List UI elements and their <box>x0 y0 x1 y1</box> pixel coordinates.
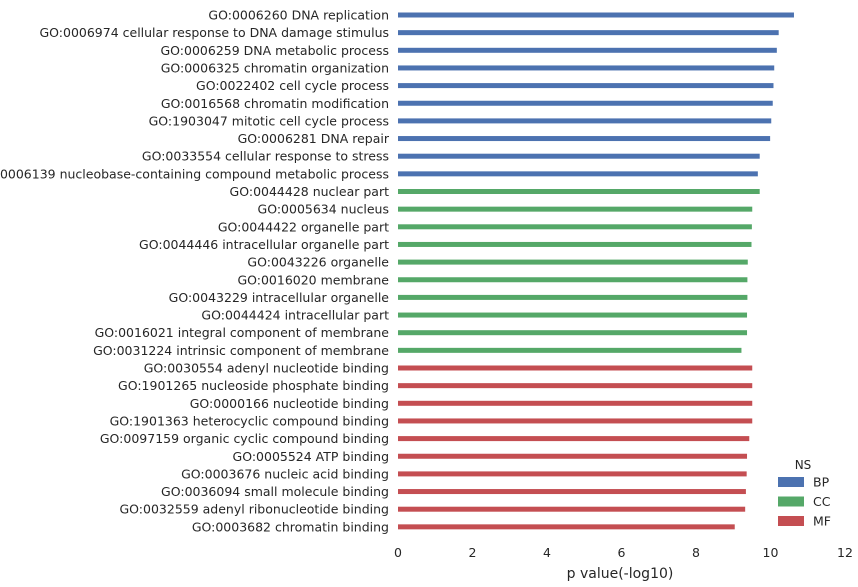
category-label: GO:0006325 chromatin organization <box>161 60 389 75</box>
category-label: GO:1901265 nucleoside phosphate binding <box>118 378 389 393</box>
bar-mf <box>398 471 747 477</box>
bar-cc <box>398 330 748 336</box>
bar-cc <box>398 312 748 318</box>
category-labels-group: GO:0006260 DNA replication GO:0006974 cel… <box>0 8 390 535</box>
x-axis-label: p value(-log10) <box>567 566 674 582</box>
category-label: GO:0030554 adenyl nucleotide binding <box>144 361 389 376</box>
x-tick-label: 2 <box>469 545 477 560</box>
category-label: GO:0006260 DNA replication <box>208 8 389 23</box>
x-tick-label: 8 <box>692 545 700 560</box>
bar-cc <box>398 206 753 212</box>
category-label: GO:0032559 adenyl ribonucleotide binding <box>119 502 389 517</box>
legend-swatch-bp <box>778 477 804 487</box>
bar-bp <box>398 118 772 124</box>
legend-label-bp: BP <box>813 475 830 490</box>
category-label: GO:0044446 intracellular organelle part <box>139 237 389 252</box>
category-label: GO:0006974 cellular response to DNA dama… <box>39 25 389 40</box>
x-tick-label: 0 <box>394 545 402 560</box>
bar-mf <box>398 400 753 406</box>
category-label: GO:0044428 nuclear part <box>230 184 390 199</box>
category-label: GO:0031224 intrinsic component of membra… <box>93 343 389 358</box>
bar-bp <box>398 12 794 18</box>
x-tick-label: 12 <box>837 545 853 560</box>
category-label: GO:0000166 nucleotide binding <box>190 396 389 411</box>
bars-group <box>398 12 794 530</box>
x-tick-label: 10 <box>763 545 779 560</box>
bar-mf <box>398 489 746 495</box>
legend-label-mf: MF <box>813 514 831 529</box>
category-label: GO:1901363 heterocyclic compound binding <box>110 413 389 428</box>
bar-cc <box>398 189 760 194</box>
category-label: GO:0097159 organic cyclic compound bindi… <box>100 431 389 446</box>
category-label: GO:0003676 nucleic acid binding <box>181 466 389 481</box>
category-label: GO:0033554 cellular response to stress <box>142 149 389 164</box>
bar-bp <box>398 153 760 159</box>
bar-cc <box>398 241 752 247</box>
bar-bp <box>398 65 775 71</box>
bar-bp <box>398 30 779 36</box>
legend-items: BP CC MF <box>778 475 831 529</box>
category-label: GO:1903047 mitotic cell cycle process <box>149 113 389 128</box>
category-label: GO:0016021 integral component of membran… <box>95 325 390 340</box>
bar-mf <box>398 383 753 389</box>
x-ticks-group: 0 2 4 6 8 10 12 <box>394 545 853 560</box>
category-label: GO:0006281 DNA repair <box>238 131 390 146</box>
bar-mf <box>398 524 735 530</box>
bar-bp <box>398 100 773 106</box>
category-label: GO:0005524 ATP binding <box>233 449 389 464</box>
category-label: GO:0006139 nucleobase-containing compoun… <box>0 166 389 181</box>
category-label: GO:0003682 chromatin binding <box>192 519 389 534</box>
bar-bp <box>398 83 774 89</box>
bar-bp <box>398 171 758 177</box>
bar-cc <box>398 347 742 353</box>
bar-cc <box>398 224 752 230</box>
bar-mf <box>398 436 750 442</box>
category-label: GO:0016020 membrane <box>237 272 389 287</box>
category-label: GO:0036094 small molecule binding <box>161 484 389 499</box>
bar-mf <box>398 453 748 459</box>
bar-bp <box>398 47 777 53</box>
legend-title: NS <box>795 458 812 472</box>
category-label: GO:0016568 chromatin modification <box>161 96 389 111</box>
legend: NS BP CC MF <box>778 458 831 529</box>
legend-swatch-mf <box>778 516 804 526</box>
category-label: GO:0022402 cell cycle process <box>196 78 389 93</box>
bar-mf <box>398 506 746 512</box>
legend-swatch-cc <box>778 496 804 507</box>
category-label: GO:0044424 intracellular part <box>201 308 389 323</box>
category-label: GO:0043229 intracellular organelle <box>169 290 390 305</box>
bar-cc <box>398 294 748 300</box>
category-label: GO:0043226 organelle <box>247 255 389 270</box>
bar-mf <box>398 418 753 424</box>
category-label: GO:0005634 nucleus <box>258 202 389 217</box>
bar-cc <box>398 259 748 265</box>
bar-cc <box>398 277 748 283</box>
bar-bp <box>398 136 771 142</box>
bar-mf <box>398 365 753 371</box>
category-label: GO:0006259 DNA metabolic process <box>161 43 390 58</box>
x-tick-label: 6 <box>618 545 626 560</box>
category-label: GO:0044422 organelle part <box>218 219 389 234</box>
x-tick-label: 4 <box>543 545 551 560</box>
legend-label-cc: CC <box>813 494 831 509</box>
